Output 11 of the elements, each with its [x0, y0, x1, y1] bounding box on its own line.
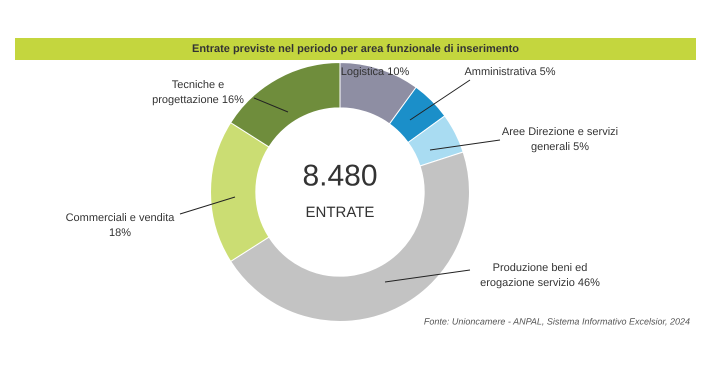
chart-title: Entrate previste nel periodo per area funzionale di inserimento: [15, 38, 696, 60]
text: ENTRATE: [306, 204, 374, 222]
slice-label: Tecniche e progettazione 16%: [152, 79, 244, 106]
text: 8.480: [302, 159, 378, 192]
slice-label: Logistica 10%: [340, 66, 410, 78]
slice-label: Aree Direzione e servizi generali 5%: [502, 126, 618, 154]
slice-label: Produzione beni ed erogazione servizio 46%: [480, 262, 600, 290]
source-note: Fonte: Unioncamere - ANPAL, Sistema Informativo Excelsior, 2024: [424, 316, 690, 326]
data-label: 18%: [108, 227, 132, 240]
slice-label: Amministrativa 5%: [464, 66, 556, 78]
slice-label: Commerciali e vendita: [66, 212, 176, 224]
